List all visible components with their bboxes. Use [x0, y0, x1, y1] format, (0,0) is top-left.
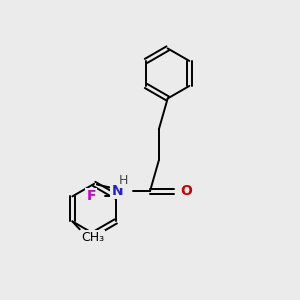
Text: CH₃: CH₃ — [81, 231, 104, 244]
Text: F: F — [86, 189, 96, 203]
Text: H: H — [119, 174, 128, 188]
Text: O: O — [180, 184, 192, 198]
Text: N: N — [111, 184, 123, 198]
